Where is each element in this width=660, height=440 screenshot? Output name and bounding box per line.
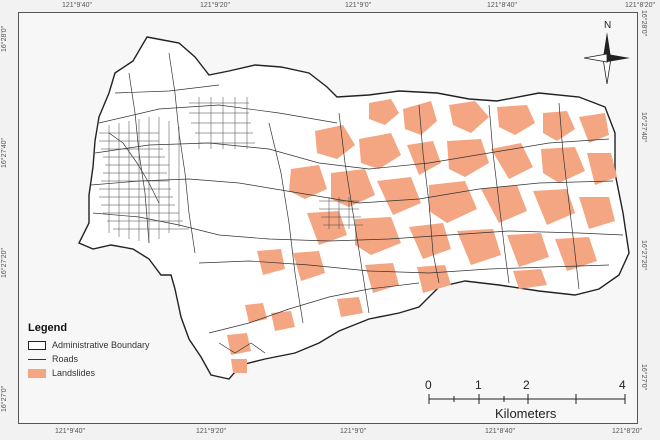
road (108, 132, 160, 204)
road (268, 122, 304, 324)
landslide-patch (331, 169, 375, 207)
scale-bar-line (428, 394, 626, 404)
road-swatch (28, 359, 46, 360)
road (328, 197, 350, 229)
coord-label-bottom-3: 121°9'0" (340, 428, 367, 435)
road (208, 282, 420, 334)
scale-unit-label: Kilometers (495, 406, 557, 421)
landslide-patch (417, 265, 451, 293)
landslide-patch (457, 229, 501, 265)
landslide-patch (497, 105, 535, 135)
scale-tick-0: 0 (425, 378, 432, 392)
landslide-patch (315, 125, 355, 159)
coord-label-top-4: 121°8'40" (487, 2, 517, 9)
landslide-patch (231, 359, 247, 373)
coord-label-bottom-4: 121°8'40" (485, 428, 515, 435)
landslide-patch (447, 139, 489, 177)
road (418, 104, 440, 284)
legend-item-boundary: Administrative Boundary (28, 338, 228, 352)
landslide-patch (579, 113, 609, 143)
landslide-patch (579, 197, 615, 229)
coord-label-left-2: 16°27'40" (1, 138, 8, 168)
road (198, 97, 248, 149)
legend-title: Legend (28, 322, 68, 334)
landslide-patch (507, 233, 549, 267)
coord-label-right-4: 16°27'0" (640, 364, 647, 391)
coord-label-top-3: 121°9'0" (345, 2, 372, 9)
coord-label-left-4: 16°27'0" (1, 385, 8, 412)
north-arrow-icon: N (583, 20, 630, 85)
landslide-swatch (28, 368, 46, 378)
landslide-patch (533, 189, 575, 225)
landslide-patch (513, 269, 547, 289)
coord-label-bottom-1: 121°9'40" (55, 428, 85, 435)
road (558, 102, 580, 290)
road (168, 52, 196, 254)
road (198, 260, 610, 274)
landslide-patch (369, 99, 399, 125)
legend-item-landslides: Landslides (28, 366, 228, 380)
road (114, 84, 220, 94)
boundary-swatch (28, 340, 46, 350)
map-svg (78, 36, 630, 380)
landslide-patch (355, 217, 401, 255)
road (108, 117, 180, 243)
landslide-patch (541, 147, 585, 183)
landslide-patch (271, 311, 295, 331)
urban-road-grid (99, 97, 363, 243)
landslide-patch (227, 333, 251, 355)
coord-label-top-2: 121°9'20" (200, 2, 230, 9)
landslide-layer (227, 99, 617, 373)
landslide-patch (543, 111, 575, 141)
legend-item-roads: Roads (28, 352, 228, 366)
coord-label-right-2: 16°27'40" (640, 112, 647, 142)
road (92, 212, 624, 242)
legend-label-roads: Roads (52, 354, 79, 364)
coord-label-top-5: 121°8'20" (625, 2, 655, 9)
landslide-patch (245, 303, 267, 323)
landslide-patch (359, 133, 401, 169)
map-legend: Legend Administrative Boundary Roads Lan… (28, 322, 228, 380)
road (189, 102, 255, 144)
landslide-patch (307, 211, 347, 245)
landslide-patch (337, 297, 363, 317)
legend-label-landslides: Landslides (52, 368, 96, 378)
landslide-patch (409, 223, 451, 259)
scale-tick-1: 1 (475, 378, 482, 392)
road (218, 342, 266, 354)
landslide-patch (407, 141, 441, 175)
landslide-patch (555, 237, 597, 271)
road (338, 112, 370, 314)
coord-label-right-3: 16°27'20" (640, 240, 647, 270)
coord-label-bottom-5: 121°8'20" (612, 428, 642, 435)
landslide-patch (491, 143, 533, 179)
landslide-patch (365, 263, 399, 293)
landslide-patch (481, 185, 527, 223)
administrative-boundary (78, 36, 630, 380)
landslide-patch (289, 165, 327, 199)
landslide-patch (449, 101, 489, 133)
scale-tick-2: 2 (523, 378, 530, 392)
coord-label-top-1: 121°9'40" (62, 2, 92, 9)
coord-label-left-3: 16°27'20" (1, 248, 8, 278)
map-canvas[interactable] (18, 12, 638, 424)
coord-label-left-1: 16°28'0" (1, 25, 8, 52)
coord-label-bottom-2: 121°9'20" (196, 428, 226, 435)
road (98, 104, 338, 124)
coord-label-right-1: 16°28'0" (640, 10, 647, 37)
road (488, 104, 510, 284)
north-label: N (604, 20, 611, 31)
landslide-patch (257, 249, 285, 275)
scale-tick-4: 4 (619, 378, 626, 392)
legend-label-boundary: Administrative Boundary (52, 340, 150, 350)
landslide-patch (293, 251, 325, 281)
landslide-patch (377, 177, 421, 215)
scale-bar: 0 1 2 4 Kilometers (425, 376, 635, 424)
landslide-patch (587, 153, 617, 185)
